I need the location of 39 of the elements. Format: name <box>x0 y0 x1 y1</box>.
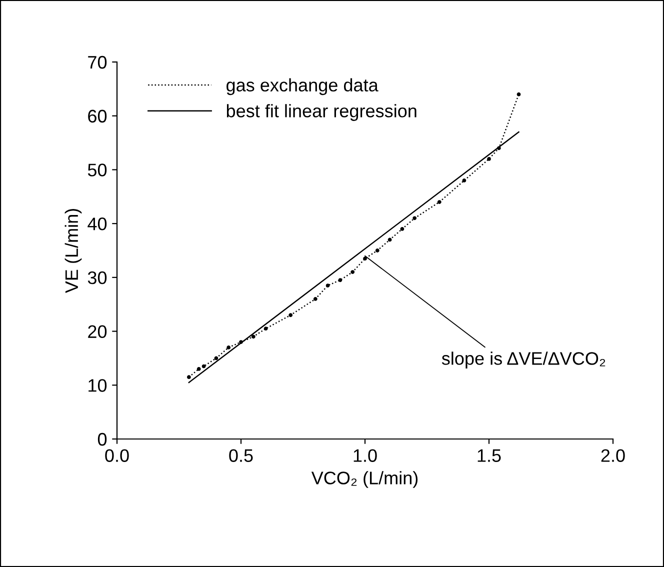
x-tick-label: 1.0 <box>354 449 377 462</box>
point <box>400 227 404 231</box>
annotation: slope is ΔVE/ΔVCO₂ <box>442 352 606 368</box>
point <box>196 367 201 371</box>
y-tick-label: 40 <box>88 218 107 230</box>
point <box>350 270 355 274</box>
y-tick-label: 30 <box>88 271 107 284</box>
y-tick-label: 20 <box>88 325 107 338</box>
point <box>214 356 218 360</box>
point <box>288 313 293 318</box>
y-tick-label: 0 <box>98 432 107 446</box>
point <box>412 216 417 220</box>
y-tick-label: 50 <box>88 164 107 176</box>
x-tick-label: 2.0 <box>601 449 625 462</box>
point <box>462 178 466 182</box>
x-axis-title: VCO₂ (L/min) <box>311 471 418 488</box>
point <box>251 334 256 339</box>
point <box>388 238 392 242</box>
point <box>264 326 268 331</box>
point <box>202 364 206 368</box>
x-tick-label: 1.5 <box>478 449 501 462</box>
point <box>338 278 342 282</box>
point <box>375 248 380 252</box>
point <box>487 157 491 161</box>
y-axis-title: VE (L/min) <box>64 208 82 294</box>
point <box>326 284 330 288</box>
legend-label: gas exchange data <box>226 78 378 96</box>
x-tick-label: 0.0 <box>105 449 129 462</box>
point <box>313 297 318 301</box>
point <box>226 346 231 350</box>
point <box>516 92 521 96</box>
legend-label: best fit linear regression <box>226 104 416 121</box>
y-tick-label: 70 <box>88 56 107 69</box>
point <box>186 375 191 380</box>
y-tick-label: 60 <box>88 110 107 123</box>
point <box>363 256 367 261</box>
point <box>437 200 442 204</box>
x-tick-label: 0.5 <box>229 449 253 462</box>
y-tick-label: 10 <box>88 379 107 392</box>
